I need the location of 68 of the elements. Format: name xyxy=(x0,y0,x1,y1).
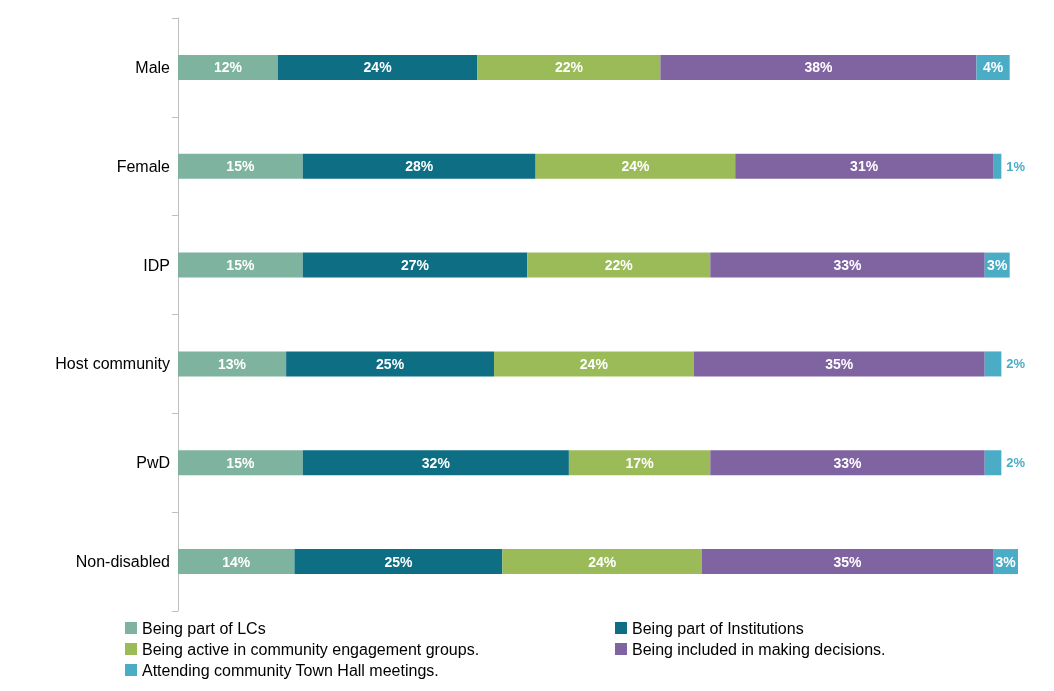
bar xyxy=(178,252,303,278)
data-label: 22% xyxy=(604,257,634,274)
bar xyxy=(178,549,295,575)
data-label: 24% xyxy=(621,158,650,175)
bar xyxy=(535,153,736,179)
bar xyxy=(984,351,1002,377)
bar xyxy=(984,450,1002,476)
data-label: 27% xyxy=(401,257,430,274)
bar xyxy=(693,351,985,377)
data-label: 4% xyxy=(982,59,1004,76)
bar xyxy=(710,252,985,278)
data-label: 33% xyxy=(833,454,863,471)
bar xyxy=(178,153,303,179)
bar xyxy=(294,549,503,575)
bar xyxy=(178,54,278,80)
y-tick-label: Non-disabled xyxy=(75,553,170,571)
bar xyxy=(494,351,694,377)
bar xyxy=(710,450,985,476)
data-label: 14% xyxy=(222,553,251,570)
data-label: 24% xyxy=(588,553,617,570)
legend-label: Being included in making decisions. xyxy=(632,640,886,658)
bar xyxy=(286,351,495,377)
legend-label: Attending community Town Hall meetings. xyxy=(142,661,439,679)
legend-label: Being active in community engagement groups. xyxy=(142,640,480,658)
data-label: 15% xyxy=(226,454,255,471)
data-label: 17% xyxy=(625,454,655,471)
data-label: 3% xyxy=(987,257,1008,274)
legend-label: Being part of LCs xyxy=(142,619,266,637)
data-label: 24% xyxy=(363,59,393,76)
data-label: 15% xyxy=(226,158,255,175)
data-label: 1% xyxy=(1006,158,1026,174)
bar xyxy=(277,54,478,80)
data-label: 2% xyxy=(1006,455,1026,471)
bar xyxy=(993,153,1002,179)
bar xyxy=(302,450,569,476)
bar xyxy=(568,450,711,476)
data-label: 31% xyxy=(850,158,879,175)
y-tick-label: PwD xyxy=(136,454,170,472)
data-label: 2% xyxy=(1006,356,1026,372)
data-label: 38% xyxy=(804,59,833,76)
y-tick-label: Host community xyxy=(55,355,170,373)
data-label: 3% xyxy=(995,553,1017,570)
bar xyxy=(701,549,994,575)
y-tick-label: IDP xyxy=(143,256,170,274)
bar xyxy=(302,252,528,278)
data-label: 35% xyxy=(833,553,863,570)
data-label: 25% xyxy=(376,355,405,372)
data-label: 35% xyxy=(825,355,854,372)
bar xyxy=(502,549,702,575)
data-label: 13% xyxy=(218,355,247,372)
bar xyxy=(735,153,994,179)
data-label: 22% xyxy=(554,59,584,76)
bar xyxy=(477,54,661,80)
y-tick-label: Female xyxy=(116,157,171,175)
data-label: 28% xyxy=(405,158,434,175)
bar xyxy=(660,54,977,80)
data-label: 24% xyxy=(579,355,609,372)
bar xyxy=(302,153,536,179)
bar xyxy=(178,450,303,476)
y-tick-label: Male xyxy=(135,58,171,76)
bar xyxy=(178,351,287,377)
data-label: 15% xyxy=(226,257,255,274)
data-label: 33% xyxy=(833,257,863,274)
data-label: 32% xyxy=(421,454,451,471)
data-label: 25% xyxy=(384,553,413,570)
bar xyxy=(527,252,711,278)
legend-label: Being part of Institutions xyxy=(632,619,804,637)
data-label: 12% xyxy=(213,59,243,76)
